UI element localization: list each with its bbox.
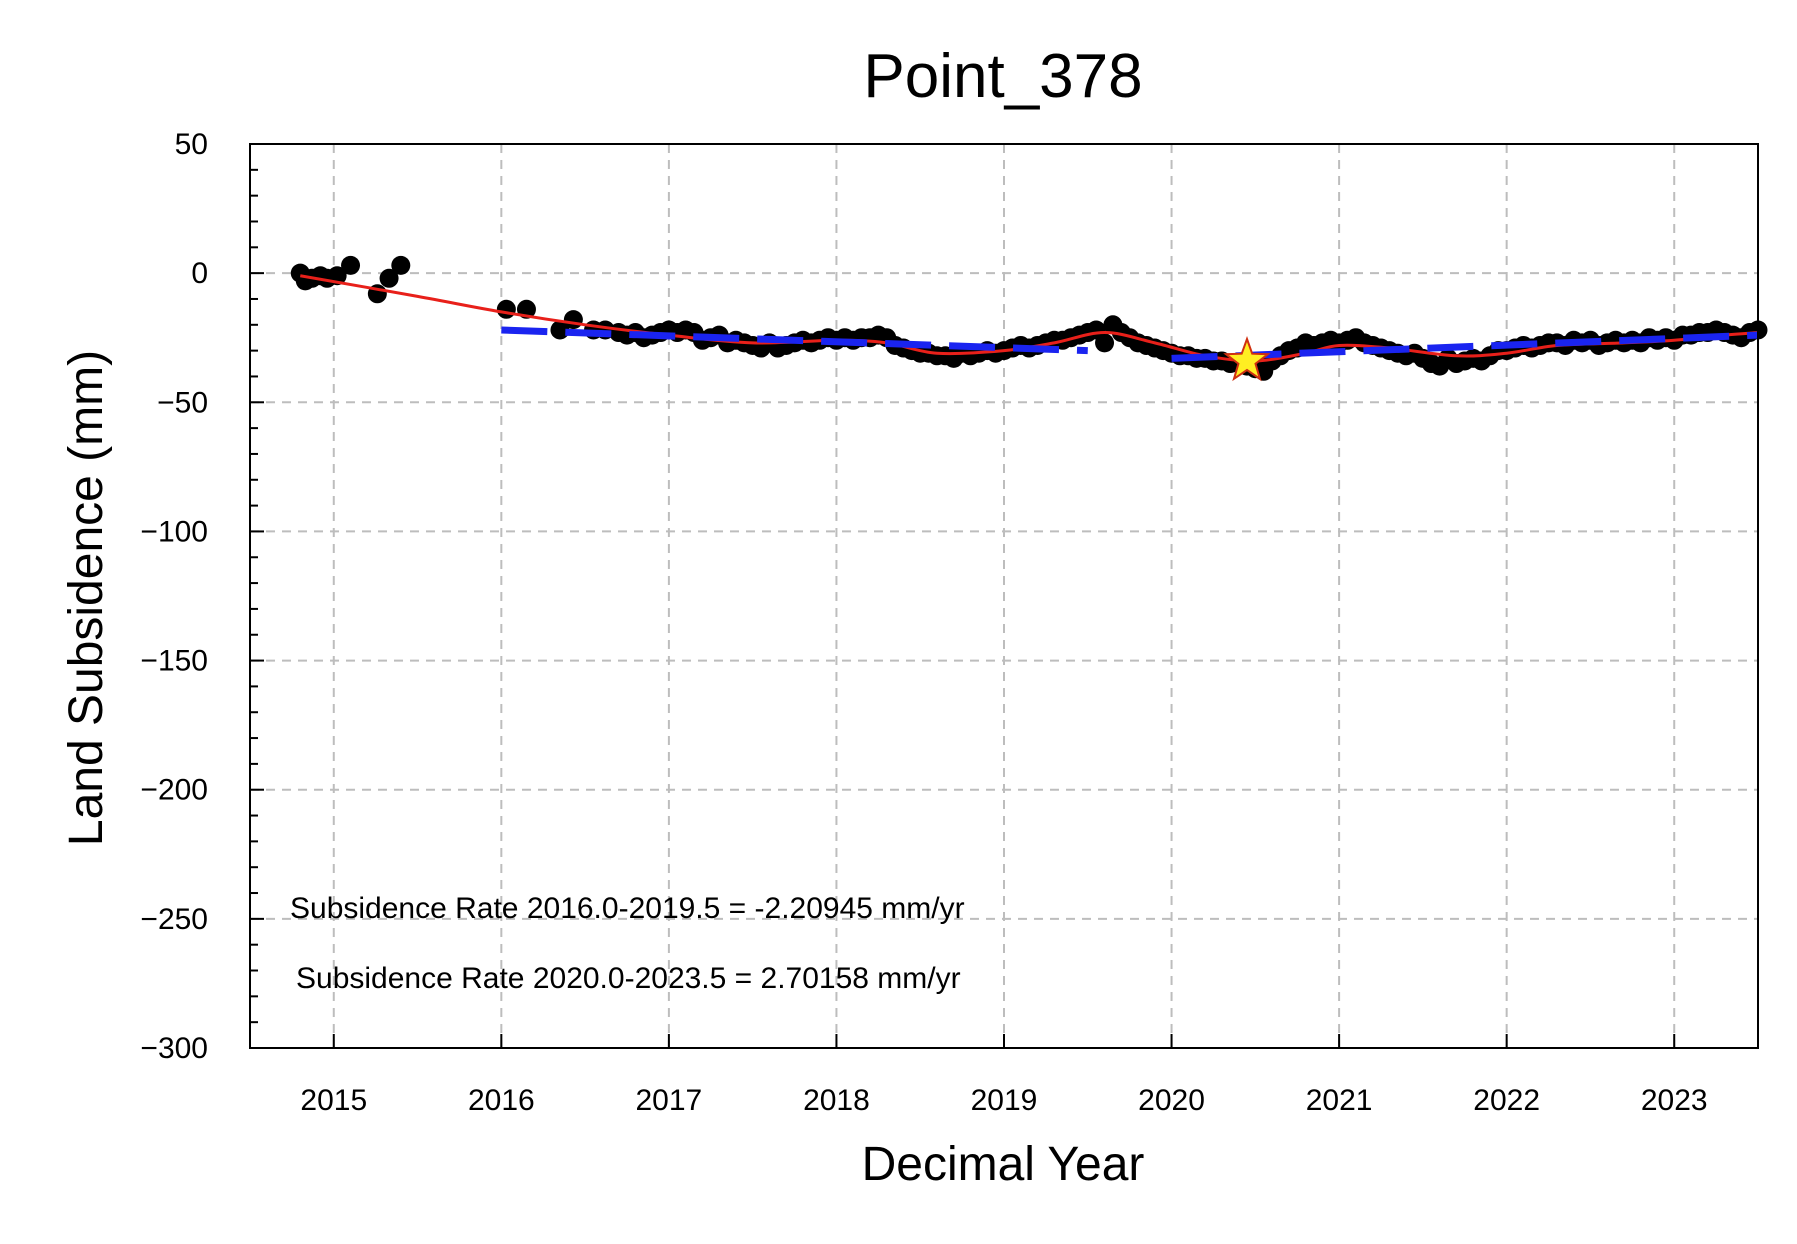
data-point [379,268,399,288]
y-tick-label: 0 [191,257,208,290]
data-point [1095,333,1115,353]
y-tick-label: 50 [175,128,208,161]
x-axis-label: Decimal Year [862,1138,1145,1191]
x-tick-label: 2023 [1641,1084,1708,1117]
x-tick-label: 2016 [468,1084,535,1117]
chart-title: Point_378 [863,42,1142,111]
data-point [550,320,570,340]
star-marker [1223,336,1271,382]
x-tick-label: 2019 [971,1084,1038,1117]
y-tick-label: −150 [140,645,208,678]
plot-frame [249,143,1759,1049]
data-point [341,255,361,275]
x-tick-label: 2021 [1306,1084,1373,1117]
annotation-rate-2020-2023: Subsidence Rate 2020.0-2023.5 = 2.70158 … [296,962,961,995]
data-point [391,255,411,275]
y-tick-label: −300 [140,1032,208,1065]
trend-line [300,274,1759,363]
data-point [563,310,583,330]
rate-line [501,326,1088,355]
x-tick-label: 2015 [300,1084,367,1117]
y-axis-label: Land Subsidence (mm) [60,350,113,846]
data-point [496,299,516,319]
series-layer [290,255,1768,382]
x-tick-label: 2017 [636,1084,703,1117]
y-tick-label: −200 [140,774,208,807]
x-tick-label: 2022 [1473,1084,1540,1117]
y-axis-ticks: 50 0 −50 −100 −150 −200 −250 −300 [140,128,264,1065]
x-tick-label: 2018 [803,1084,870,1117]
grid-lines [250,144,1758,1048]
y-tick-label: −100 [140,515,208,548]
annotation-rate-2016-2019: Subsidence Rate 2016.0-2019.5 = -2.20945… [290,892,965,925]
x-tick-label: 2020 [1138,1084,1205,1117]
y-tick-label: −250 [140,903,208,936]
y-tick-label: −50 [157,386,208,419]
rate-line [1171,331,1759,362]
x-axis-ticks: 2015 2016 2017 2018 2019 2020 2021 2022 2023 [300,1034,1708,1117]
